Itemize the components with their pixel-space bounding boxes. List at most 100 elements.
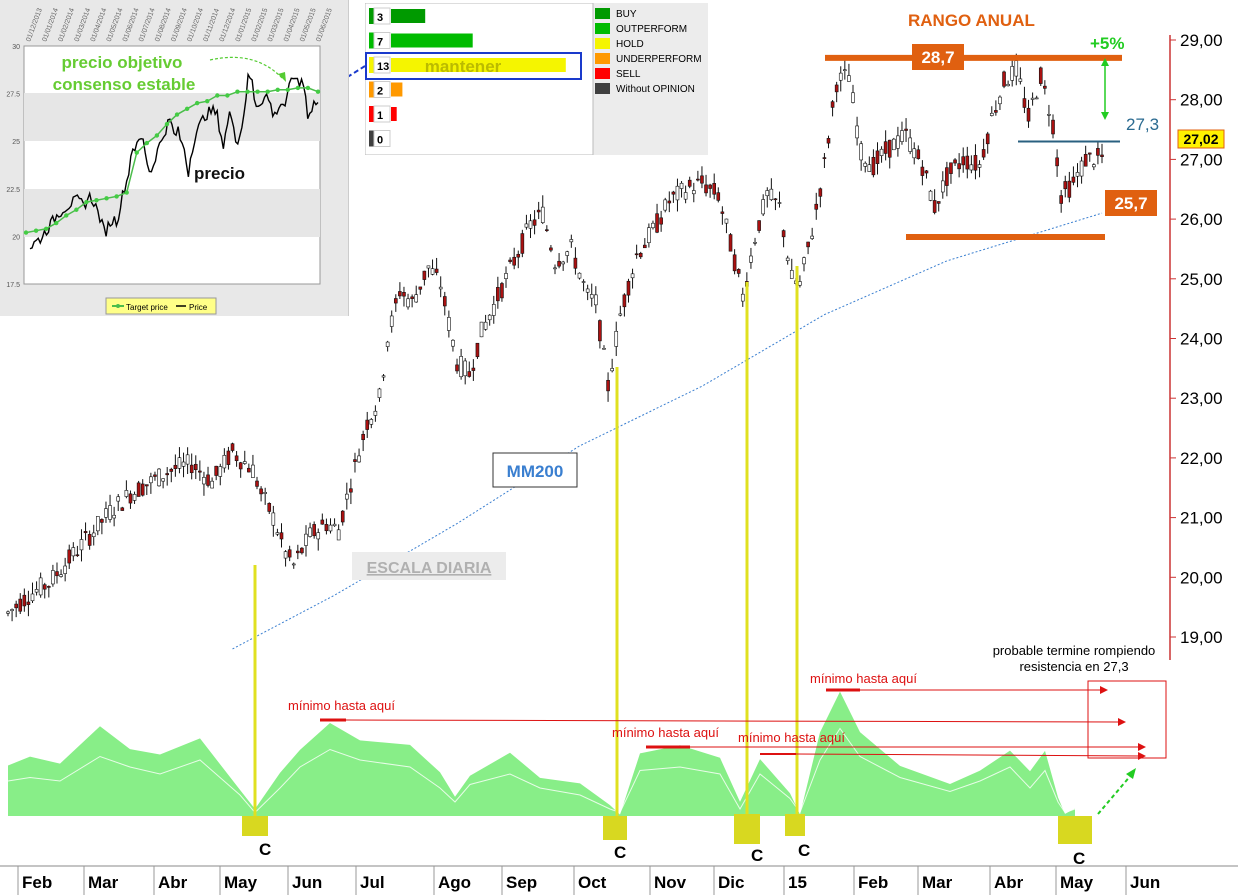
x-tick-label: Nov	[654, 873, 687, 892]
inset-target-dot	[154, 133, 160, 138]
candle-body	[561, 261, 565, 265]
min-arrow-head	[1138, 752, 1146, 760]
candle-body	[973, 155, 978, 171]
inset-target-dot	[74, 207, 79, 212]
candle-body	[316, 532, 321, 540]
inset-title-2: consenso estable	[53, 75, 196, 94]
candle-body	[385, 341, 390, 347]
candle-body	[377, 388, 382, 398]
candle-body	[218, 466, 223, 477]
candle-body	[859, 143, 863, 161]
candle-body	[410, 296, 414, 299]
candle-body	[300, 547, 304, 554]
candle-body	[732, 254, 737, 272]
min-arrow-head	[1100, 686, 1108, 694]
candle-body	[173, 464, 178, 469]
candle-body	[1063, 181, 1068, 190]
range-low-label: 25,7	[1114, 194, 1147, 213]
candle-body	[189, 464, 194, 474]
candle-body	[104, 508, 108, 518]
candle-body	[1087, 152, 1092, 155]
candle-body	[1075, 172, 1080, 177]
inset-target-dot	[194, 100, 200, 106]
candle-body	[765, 190, 770, 197]
candle-body	[847, 75, 851, 82]
candle-body	[957, 163, 961, 170]
candle-body	[585, 288, 590, 293]
candle-body	[26, 601, 31, 605]
candle-body	[940, 180, 945, 193]
candle-body	[1026, 107, 1031, 122]
candle-body	[802, 257, 806, 265]
candle-body	[989, 112, 994, 116]
candle-body	[683, 192, 688, 200]
candle-body	[549, 247, 553, 251]
candle-body	[740, 293, 745, 302]
candle-body	[887, 139, 892, 158]
candle-body	[981, 149, 986, 158]
inset-price-line	[29, 72, 319, 250]
candle-body	[91, 532, 96, 537]
scale-label-box	[352, 552, 506, 580]
y-tick-label: 19,00	[1180, 628, 1223, 647]
candle-body	[569, 239, 574, 243]
candle-body	[528, 220, 533, 229]
candle-body	[279, 532, 284, 540]
y-tick-label: 21,00	[1180, 509, 1223, 528]
candle-body	[381, 375, 386, 378]
candle-body	[504, 273, 508, 279]
range-high-label: 28,7	[921, 48, 954, 67]
candle-body	[332, 523, 337, 527]
candle-body	[373, 410, 378, 416]
candle-body	[965, 155, 970, 170]
min-label: mínimo hasta aquí	[288, 698, 395, 713]
candle-body	[1002, 71, 1006, 87]
candle-body	[30, 593, 35, 602]
candle-body	[875, 150, 880, 164]
cycle-box	[603, 816, 627, 840]
rating-count-box	[373, 32, 391, 49]
candle-body	[275, 532, 280, 535]
candle-body	[263, 492, 267, 494]
candle-body	[761, 199, 765, 215]
candle-body	[679, 182, 684, 189]
inset-y-ticks: 30 27.5 25 22.5 20 17.5	[6, 44, 20, 289]
rating-legend-swatch	[595, 8, 610, 19]
candle-body	[936, 201, 941, 204]
candle-body	[79, 539, 84, 551]
rating-count: 3	[377, 12, 383, 24]
candle-body	[753, 242, 757, 244]
inset-target-dot	[43, 226, 49, 231]
candle-body	[977, 164, 982, 168]
min-label: mínimo hasta aquí	[612, 725, 719, 740]
pct-arrow-head-down	[1101, 112, 1109, 120]
candle-body	[455, 364, 459, 372]
cycle-box	[785, 814, 805, 836]
rating-color-tag	[369, 32, 374, 49]
candle-body	[1030, 97, 1035, 100]
candle-body	[508, 259, 512, 262]
price-series	[6, 53, 1104, 622]
candle-body	[153, 474, 157, 477]
candle-body	[496, 287, 500, 302]
inset-plot	[23, 45, 321, 285]
inset-target-dot	[285, 87, 290, 92]
target-zone-box	[1087, 680, 1167, 759]
range-high-badge	[912, 44, 964, 70]
candle-body	[479, 321, 484, 338]
inset-y-tick-label: 22.5	[6, 187, 20, 194]
candle-body	[896, 135, 900, 149]
candle-body	[647, 227, 651, 244]
cycle-box	[734, 814, 760, 844]
candle-body	[1018, 78, 1023, 82]
candle-body	[214, 465, 218, 476]
candle-body	[210, 480, 214, 489]
candle-body	[920, 166, 925, 176]
candle-body	[532, 219, 537, 226]
inset-target-dot	[23, 230, 29, 235]
inset-target-dot	[104, 196, 109, 201]
candle-body	[161, 478, 165, 482]
candle-body	[798, 281, 802, 286]
candle-body	[724, 218, 729, 224]
